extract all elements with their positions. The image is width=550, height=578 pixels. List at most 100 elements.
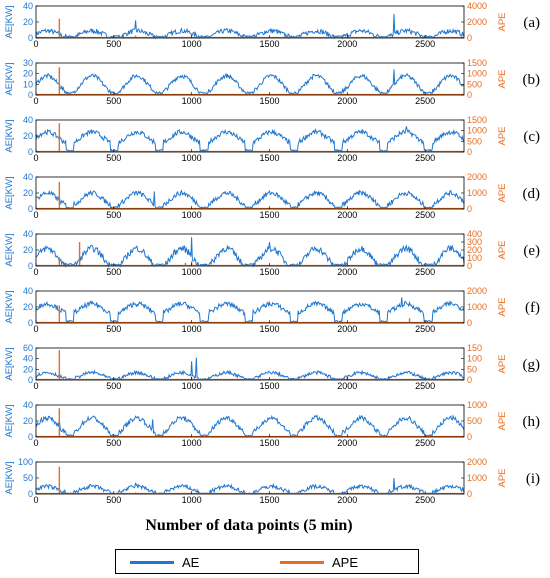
left-tick-label: 40 <box>23 115 33 125</box>
x-tick-label: 2000 <box>337 495 357 505</box>
x-tick-label: 1500 <box>259 495 279 505</box>
left-tick-label: 40 <box>23 172 33 182</box>
x-tick-label: 500 <box>106 438 121 448</box>
ae-series-line <box>35 13 465 40</box>
right-tick-label: 2000 <box>467 457 487 467</box>
left-tick-label: 10 <box>23 79 33 89</box>
left-axis-title: AE[KW] <box>4 233 15 266</box>
right-tick-label: 300 <box>467 237 482 247</box>
left-tick-label: 40 <box>23 229 33 239</box>
ae-series-line <box>35 237 465 268</box>
ae-series-line <box>35 189 465 210</box>
panel-label: (c) <box>523 129 540 145</box>
right-tick-label: 500 <box>467 136 482 146</box>
x-tick-label: 1000 <box>182 153 202 163</box>
x-tick-label: 2000 <box>337 438 357 448</box>
right-tick-label: 100 <box>467 354 482 364</box>
left-axis-title: AE[KW] <box>4 176 15 209</box>
left-tick-label: 20 <box>23 69 33 79</box>
x-tick-label: 2500 <box>415 96 435 106</box>
panel-h: 0 500 1000 1500 2000 2500 0 20 40 0 500 1000 AE[KW] A… <box>4 400 540 448</box>
left-axis-title: AE[KW] <box>4 347 15 380</box>
right-tick-label: 50 <box>467 364 477 374</box>
right-axis-title: APE <box>497 240 508 259</box>
x-tick-label: 500 <box>106 210 121 220</box>
x-tick-label: 2000 <box>337 96 357 106</box>
x-tick-label: 1000 <box>182 210 202 220</box>
x-tick-label: 1000 <box>182 267 202 277</box>
x-tick-label: 0 <box>33 39 38 49</box>
x-tick-label: 2000 <box>337 324 357 334</box>
ae-series-line <box>35 297 465 324</box>
left-axis-title: AE[KW] <box>4 5 15 38</box>
x-tick-label: 1500 <box>259 153 279 163</box>
x-tick-label: 1000 <box>182 96 202 106</box>
left-tick-label: 20 <box>23 302 33 312</box>
left-axis-title: AE[KW] <box>4 119 15 152</box>
left-tick-label: 60 <box>23 343 33 353</box>
left-tick-label: 0 <box>28 90 33 100</box>
x-tick-label: 1500 <box>259 381 279 391</box>
left-tick-label: 40 <box>23 400 33 410</box>
legend-ape-label: APE <box>332 555 359 570</box>
x-tick-label: 2500 <box>415 438 435 448</box>
panel-label: (b) <box>523 72 541 88</box>
panel-f: 0 500 1000 1500 2000 2500 0 20 40 0 1000 2000 AE[KW]… <box>4 286 540 334</box>
panel-d: 0 500 1000 1500 2000 2500 0 20 40 0 1000 2000 AE[KW]… <box>4 172 540 220</box>
x-tick-label: 1500 <box>259 210 279 220</box>
left-tick-label: 0 <box>28 204 33 214</box>
plot-frame <box>35 347 465 381</box>
x-tick-label: 500 <box>106 96 121 106</box>
left-tick-label: 0 <box>28 147 33 157</box>
x-tick-label: 500 <box>106 495 121 505</box>
right-tick-label: 2000 <box>467 286 487 296</box>
x-tick-label: 1000 <box>182 438 202 448</box>
x-tick-label: 0 <box>33 495 38 505</box>
x-tick-label: 500 <box>106 267 121 277</box>
plot-frame <box>35 461 465 495</box>
left-axis-title: AE[KW] <box>4 62 15 95</box>
left-tick-label: 30 <box>23 58 33 68</box>
x-tick-label: 2000 <box>337 39 357 49</box>
right-axis-title: APE <box>497 126 508 145</box>
left-tick-label: 20 <box>23 17 33 27</box>
left-tick-label: 100 <box>18 457 33 467</box>
panel-e: 0 500 1000 1500 2000 2500020400100200300400AE… <box>4 229 540 277</box>
x-tick-label: 0 <box>33 153 38 163</box>
plot-frame <box>35 176 465 210</box>
x-tick-label: 1000 <box>182 39 202 49</box>
x-axis-title: Number of data points (5 min) <box>145 517 353 534</box>
x-tick-label: 2500 <box>415 153 435 163</box>
right-tick-label: 2000 <box>467 17 487 27</box>
x-tick-label: 0 <box>33 267 38 277</box>
ae-series-line <box>35 126 465 153</box>
left-tick-label: 0 <box>28 33 33 43</box>
left-axis-title: AE[KW] <box>4 404 15 437</box>
panel-label: (i) <box>526 471 540 487</box>
ae-series-line <box>35 414 465 438</box>
left-tick-label: 40 <box>23 354 33 364</box>
legend-ape-swatch <box>280 561 324 564</box>
right-tick-label: 0 <box>467 204 472 214</box>
right-tick-label: 1500 <box>467 115 487 125</box>
right-axis-title: APE <box>497 69 508 88</box>
x-tick-label: 1000 <box>182 324 202 334</box>
right-axis-title: APE <box>497 354 508 373</box>
x-tick-label: 2500 <box>415 381 435 391</box>
panel-label: (a) <box>523 15 540 31</box>
right-axis-title: APE <box>497 12 508 31</box>
x-tick-label: 0 <box>33 96 38 106</box>
right-tick-label: 1000 <box>467 69 487 79</box>
x-tick-label: 500 <box>106 39 121 49</box>
right-tick-label: 0 <box>467 147 472 157</box>
x-tick-label: 2000 <box>337 381 357 391</box>
x-tick-label: 1500 <box>259 324 279 334</box>
panel-i: 0 500 1000 1500 2000 2500050100010002000AE[KW… <box>4 457 540 505</box>
right-tick-label: 1000 <box>467 400 487 410</box>
left-tick-label: 50 <box>23 473 33 483</box>
plot-frame <box>35 404 465 438</box>
left-tick-label: 20 <box>23 416 33 426</box>
x-tick-label: 1500 <box>259 438 279 448</box>
right-axis-title: APE <box>497 297 508 316</box>
